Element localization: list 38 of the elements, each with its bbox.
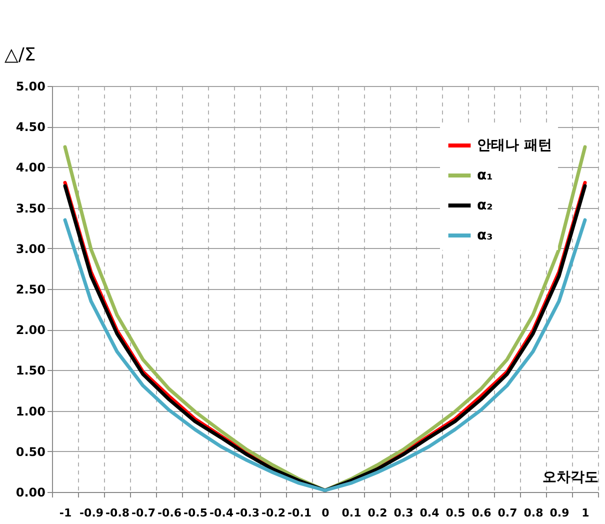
x-tick-label: 0.5 <box>446 506 466 520</box>
y-axis-title: △/Σ <box>4 44 36 66</box>
x-tick-label: 0.7 <box>498 506 518 520</box>
y-tick-label: 1.00 <box>16 404 46 418</box>
x-tick-label: -0.6 <box>157 506 182 520</box>
legend-label: α₃ <box>477 228 493 244</box>
y-tick-label: 2.50 <box>16 282 46 296</box>
x-tick-label: 0.6 <box>472 506 492 520</box>
x-tick-label: -0.3 <box>235 506 260 520</box>
x-tick-label: 0.9 <box>550 506 570 520</box>
x-tick-label: 0.8 <box>524 506 544 520</box>
y-tick-label: 3.00 <box>16 242 46 256</box>
x-tick-label: -1 <box>59 506 72 520</box>
x-tick-label: -0.8 <box>105 506 130 520</box>
legend-label: α₂ <box>477 198 493 214</box>
x-tick-label: -0.4 <box>209 506 234 520</box>
x-tick-label: -0.2 <box>261 506 286 520</box>
y-tick-label: 0.50 <box>16 444 46 459</box>
x-tick-label: -0.7 <box>131 506 156 520</box>
x-axis-title: 오차각도 <box>542 470 598 486</box>
y-tick-label: 4.50 <box>16 120 46 134</box>
y-tick-label: 1.50 <box>16 364 46 378</box>
x-tick-label: 0.2 <box>368 506 388 520</box>
x-tick-label: 1 <box>582 506 590 520</box>
x-tick-label: 0 <box>322 506 330 520</box>
y-tick-label: 0.00 <box>16 486 46 500</box>
x-tick-label: -0.9 <box>79 506 104 520</box>
x-tick-label: 0.1 <box>342 506 362 520</box>
y-tick-label: 4.00 <box>16 160 46 175</box>
legend-label: 안태나 패턴 <box>477 138 552 154</box>
x-tick-label: -0.5 <box>183 506 208 520</box>
x-tick-label: 0.4 <box>420 506 440 520</box>
legend-label: α₁ <box>477 168 493 184</box>
y-tick-label: 5.00 <box>16 80 46 94</box>
x-tick-label: -0.1 <box>287 506 312 520</box>
x-tick-label: 0.3 <box>394 506 414 520</box>
y-tick-label: 3.50 <box>16 201 46 216</box>
y-tick-label: 2.00 <box>16 323 46 338</box>
